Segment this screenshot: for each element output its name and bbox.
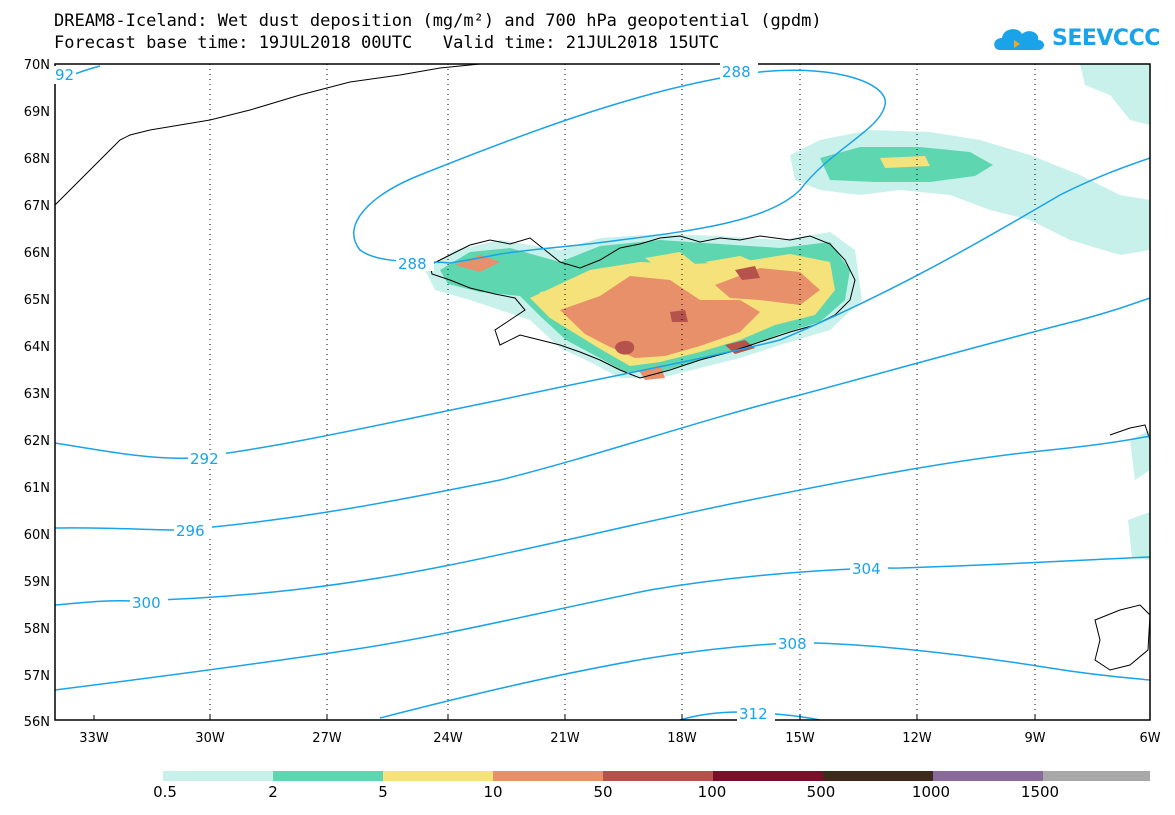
legend-tick-label: 5 [378, 783, 388, 801]
lat-label: 60N [24, 528, 50, 543]
map-title-line2: Forecast base time: 19JUL2018 00UTC Vali… [54, 33, 720, 53]
lat-label: 64N [24, 340, 50, 355]
contour-label-292-edge: 92 [55, 66, 74, 84]
contour-label-312: 312 [739, 705, 768, 723]
color-legend-bar [163, 771, 1150, 781]
contour-labels: 92 288 288 292 296 300 304 308 312 [54, 63, 888, 723]
legend-tick-label: 0.5 [153, 783, 177, 801]
lon-label: 27W [312, 731, 342, 746]
legend-swatch [383, 771, 493, 781]
lon-label: 15W [785, 731, 815, 746]
legend-swatch [713, 771, 823, 781]
coastlines [54, 63, 1151, 671]
lat-label: 65N [24, 293, 50, 308]
legend-swatch [163, 771, 273, 781]
lat-label: 56N [24, 715, 50, 730]
lat-label: 62N [24, 434, 50, 449]
lat-label: 59N [24, 575, 50, 590]
lon-label: 21W [550, 731, 580, 746]
contour-label-308: 308 [778, 635, 807, 653]
contour-label-288-left: 288 [398, 255, 427, 273]
lat-label: 57N [24, 669, 50, 684]
lon-label: 6W [1139, 731, 1160, 746]
legend-swatch [933, 771, 1043, 781]
legend-tick-label: 1500 [1020, 783, 1060, 801]
contour-label-288-top: 288 [722, 63, 751, 81]
lat-label: 63N [24, 387, 50, 402]
lon-label: 12W [902, 731, 932, 746]
legend-tick-label: 100 [697, 783, 727, 801]
lat-label: 58N [24, 622, 50, 637]
lat-label: 69N [24, 105, 50, 120]
latitude-labels: 70N 69N 68N 67N 66N 65N 64N 63N 62N 61N … [24, 58, 50, 730]
legend-tick-label: 50 [593, 783, 613, 801]
map-title-line1: DREAM8-Iceland: Wet dust deposition (mg/… [54, 11, 822, 31]
map-frame [54, 63, 1151, 721]
longitude-labels: 33W 30W 27W 24W 21W 18W 15W 12W 9W 6W [79, 731, 1160, 746]
legend-swatch [1043, 771, 1150, 781]
lat-label: 70N [24, 58, 50, 73]
legend-tick-label: 2 [268, 783, 278, 801]
lat-label: 68N [24, 152, 50, 167]
lon-label: 18W [667, 731, 697, 746]
legend-swatch [273, 771, 383, 781]
cloud-icon [994, 29, 1044, 50]
lat-label: 67N [24, 199, 50, 214]
dust-shading [425, 64, 1150, 560]
axis-ticks [93, 715, 1036, 720]
contour-label-304: 304 [852, 560, 881, 578]
lon-label: 33W [79, 731, 109, 746]
legend-tick-label: 500 [806, 783, 836, 801]
legend-swatch [823, 771, 933, 781]
lon-label: 30W [195, 731, 225, 746]
contour-label-296: 296 [176, 522, 205, 540]
legend-swatch [493, 771, 603, 781]
legend-swatch [603, 771, 713, 781]
contour-label-292: 292 [190, 450, 219, 468]
seevccc-logo: SEEVCCC [990, 20, 1160, 60]
lat-label: 66N [24, 246, 50, 261]
legend-tick-label: 1000 [911, 783, 951, 801]
lon-label: 24W [433, 731, 463, 746]
lon-label: 9W [1024, 731, 1045, 746]
contour-label-300: 300 [132, 594, 161, 612]
legend-tick-label: 10 [483, 783, 503, 801]
logo-text: SEEVCCC [1052, 26, 1160, 51]
lat-label: 61N [24, 481, 50, 496]
